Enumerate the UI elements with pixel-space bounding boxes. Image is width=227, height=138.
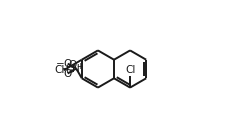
Text: N: N (72, 64, 80, 74)
Text: O: O (63, 59, 72, 69)
Text: O: O (63, 68, 72, 79)
Text: Cl: Cl (124, 65, 135, 75)
Text: +: + (76, 62, 82, 71)
Text: −: − (55, 59, 64, 69)
Text: O: O (68, 60, 76, 70)
Text: CH₃: CH₃ (54, 65, 73, 75)
